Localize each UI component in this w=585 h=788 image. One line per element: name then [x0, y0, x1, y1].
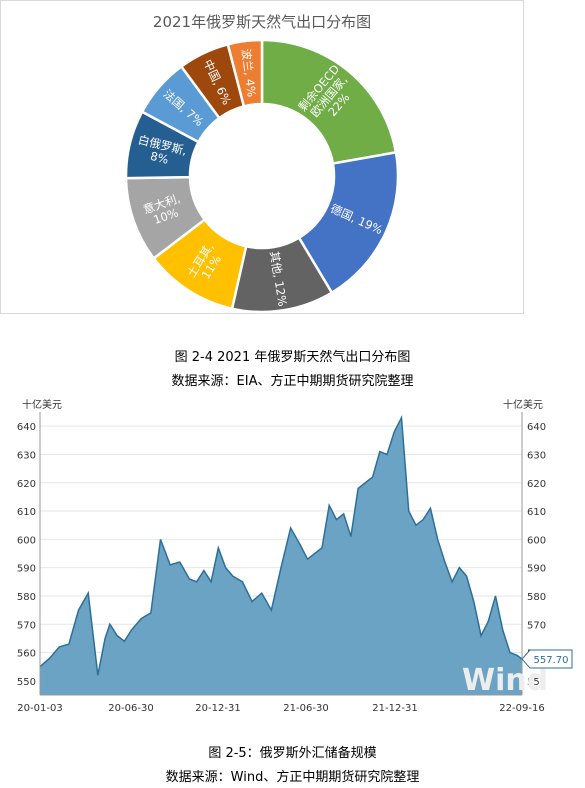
fx-reserve-area-chart: 十亿美元十亿美元55055056056057057058058059059060… — [17, 398, 573, 714]
x-tick-label: 20-12-31 — [195, 703, 240, 714]
last-value-box — [521, 649, 573, 669]
figure-2-4-caption: 图 2-4 2021 年俄罗斯天然气出口分布图 — [174, 350, 411, 365]
y-tick-label-right: 580 — [527, 592, 546, 603]
y-tick-label-left: 550 — [17, 677, 36, 688]
y-tick-label-right: 600 — [527, 535, 546, 546]
donut-slice-8 — [226, 38, 264, 108]
donut-chart-title: 2021年俄罗斯天然气出口分布图 — [153, 13, 371, 31]
y-tick-label-right: 630 — [527, 450, 546, 461]
x-tick-label: 20-01-03 — [17, 703, 62, 714]
y-tick-label-left: 630 — [17, 450, 36, 461]
y-tick-label-left: 600 — [17, 535, 36, 546]
last-value-callout: 557.70 — [521, 649, 573, 669]
donut-slice-label-8: 波兰, 4% — [239, 48, 259, 98]
y-tick-label-left: 620 — [17, 479, 36, 490]
y-tick-label-left: 580 — [17, 592, 36, 603]
x-tick-label: 20-06-30 — [108, 703, 153, 714]
y-tick-label-right: 590 — [527, 564, 546, 575]
wind-watermark: Wind — [462, 663, 548, 698]
x-tick-label: 21-06-30 — [283, 703, 328, 714]
y-tick-label-left: 570 — [17, 620, 36, 631]
figure-2-4-source: 数据来源：EIA、方正中期期货研究院整理 — [171, 374, 414, 389]
donut-slice-0 — [260, 38, 398, 165]
donut-chart-frame: 2021年俄罗斯天然气出口分布图 剩余OECD 欧洲国家, 22% 德国, 19% 其他,… — [0, 0, 524, 314]
x-tick-label: 21-12-31 — [372, 703, 417, 714]
series-line — [39, 414, 523, 676]
y-tick-label-left: 560 — [17, 649, 36, 660]
y-tick-label-left: 640 — [17, 422, 36, 433]
figure-2-5-caption: 图 2-5：俄罗斯外汇储备规模 — [208, 746, 377, 761]
area-fill — [40, 417, 522, 695]
y-axis-label-right: 十亿美元 — [503, 398, 543, 411]
y-tick-label-left: 590 — [17, 564, 36, 575]
y-tick-label-right: 610 — [527, 507, 546, 518]
y-tick-label-right: 570 — [527, 620, 546, 631]
y-tick-label-left: 610 — [17, 507, 36, 518]
donut-slice-label-line: 8% — [149, 149, 170, 167]
last-value-label: 557.70 — [534, 655, 569, 666]
donut-slice-label-line: 波兰, 4% — [239, 48, 259, 98]
y-tick-label-right: 550 — [527, 677, 546, 688]
y-tick-label-right: 620 — [527, 479, 546, 490]
y-tick-label-right: 640 — [527, 422, 546, 433]
x-tick-label: 22-09-16 — [499, 703, 544, 714]
y-axis-label-left: 十亿美元 — [22, 398, 62, 411]
figure-2-5-source: 数据来源：Wind、方正中期期货研究院整理 — [165, 770, 420, 785]
